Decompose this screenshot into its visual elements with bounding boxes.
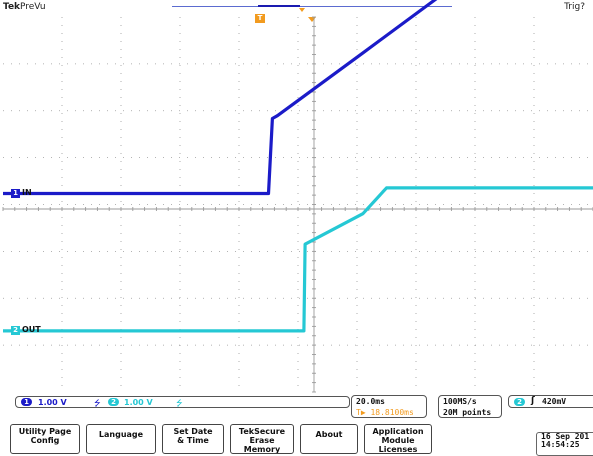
delay-value: ▶ 18.8100ms	[360, 408, 414, 417]
waveform-display[interactable]	[0, 0, 593, 395]
ch1-chip: 1	[21, 398, 32, 406]
ch2-label: OUT	[22, 324, 41, 334]
ch2-ground-marker[interactable]: 2	[11, 325, 20, 335]
horizontal-scale-readout[interactable]: 20.0ms T▶ 18.8100ms	[351, 395, 427, 418]
date-text: 16 Sep 201	[541, 432, 590, 441]
record-view-window	[258, 5, 300, 7]
acquisition-mode-label: PreVu	[20, 2, 46, 12]
ch2-chip: 2	[108, 398, 119, 406]
trigger-source-chip: 2	[514, 398, 525, 406]
brand-logo: Tek	[3, 2, 21, 12]
record-view-bar	[172, 6, 452, 7]
language-button[interactable]: Language	[86, 424, 156, 454]
horizontal-delay: T▶ 18.8100ms	[356, 408, 414, 417]
trace-ch1-in	[3, 0, 438, 196]
time-per-div: 20.0ms	[356, 397, 385, 406]
application-licenses-button[interactable]: Application Module Licenses	[364, 424, 432, 454]
rising-edge-icon: ʃ	[531, 396, 535, 406]
delay-icon: T	[356, 408, 361, 417]
trigger-readout[interactable]: 2 ʃ 420mV	[508, 395, 593, 408]
sample-rate: 100MS/s	[443, 397, 477, 406]
graticule	[2, 16, 593, 393]
vertical-scale-readout[interactable]: 1 1.00 V ⭍ 2 1.00 V ⭍	[15, 396, 350, 408]
date-time-display: 16 Sep 201 14:54:25	[536, 432, 593, 456]
trigger-position-marker[interactable]: T	[255, 14, 265, 23]
ch2-bandwidth-icon: ⭍	[176, 399, 183, 408]
acquisition-readout[interactable]: 100MS/s 20M points	[438, 395, 502, 418]
trigger-position-triangle	[299, 8, 305, 12]
set-date-time-button[interactable]: Set Date & Time	[162, 424, 224, 454]
time-text: 14:54:25	[541, 440, 580, 449]
readout-bar: 1 1.00 V ⭍ 2 1.00 V ⭍ 20.0ms T▶ 18.8100m…	[0, 394, 593, 420]
about-button[interactable]: About	[300, 424, 358, 454]
bottom-menu: Utility Page Config Language Set Date & …	[0, 422, 593, 456]
ch1-ground-marker[interactable]: 1	[11, 188, 20, 198]
ch2-scale: 1.00 V	[124, 398, 153, 407]
ch1-label: IN	[22, 187, 32, 197]
record-length: 20M points	[443, 408, 492, 417]
ch1-bandwidth-icon: ⭍	[94, 399, 101, 408]
trigger-point-marker[interactable]	[308, 17, 316, 22]
trace-ch2-out	[3, 186, 593, 333]
trigger-level: 420mV	[542, 397, 567, 406]
utility-page-config-button[interactable]: Utility Page Config	[10, 424, 80, 454]
ch1-scale: 1.00 V	[38, 398, 67, 407]
status-bar: Tek PreVu Trig?	[0, 0, 593, 14]
teksecure-erase-button[interactable]: TekSecure Erase Memory	[230, 424, 294, 454]
trigger-status: Trig?	[564, 2, 585, 12]
